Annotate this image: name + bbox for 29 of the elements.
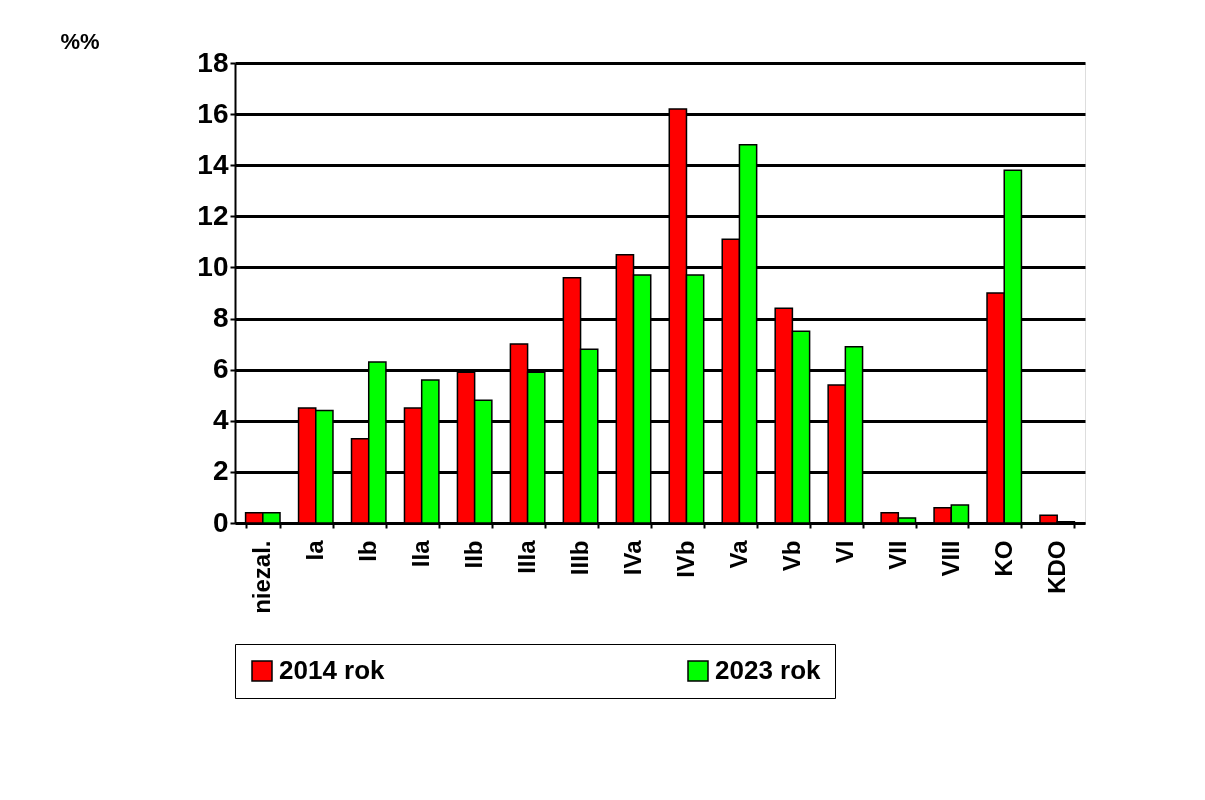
x-tick-label: VIII xyxy=(936,540,964,577)
x-tick-label: niezal. xyxy=(248,540,276,614)
y-tick-label: 14 xyxy=(197,148,229,180)
x-tick-label: Vb xyxy=(777,540,805,572)
x-tick-label: IIb xyxy=(460,540,488,569)
y-tick-label: 2 xyxy=(212,455,229,487)
x-tick-label: KO xyxy=(989,540,1017,577)
x-tick-label: IVa xyxy=(619,539,647,576)
x-tick-label: VI xyxy=(830,540,858,564)
x-tick-label: Ib xyxy=(354,540,382,562)
x-tick-label: Va xyxy=(724,539,752,569)
y-tick-label: 8 xyxy=(212,302,229,334)
x-tick-label: KDO xyxy=(1042,540,1070,594)
y-tick-label: 10 xyxy=(197,250,229,282)
x-tick-label: IIa xyxy=(407,539,435,568)
x-tick-label: VII xyxy=(883,540,911,570)
x-tick-label: IIIb xyxy=(566,540,594,576)
x-tick-label: IVb xyxy=(671,540,699,578)
y-tick-label: 0 xyxy=(212,506,229,538)
x-tick-label: IIIa xyxy=(513,539,541,574)
legend-label: 2023 rok xyxy=(715,655,822,685)
y-tick-label: 6 xyxy=(212,353,229,385)
y-tick-label: 18 xyxy=(197,46,229,78)
y-tick-label: 4 xyxy=(212,404,229,436)
y-tick-label: 16 xyxy=(197,97,229,129)
legend-label: 2014 rok xyxy=(279,655,386,685)
x-tick-label: Ia xyxy=(301,539,329,561)
y-axis-title: %% xyxy=(60,28,100,54)
y-tick-label: 12 xyxy=(197,199,229,231)
